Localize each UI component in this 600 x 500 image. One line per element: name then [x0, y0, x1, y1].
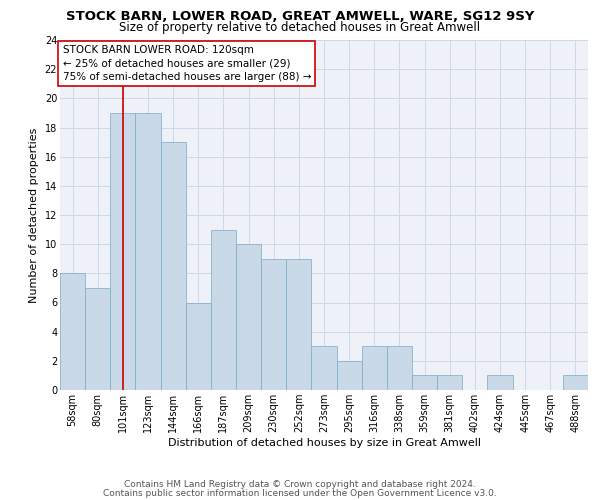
Bar	[563, 376, 588, 390]
Text: Contains public sector information licensed under the Open Government Licence v3: Contains public sector information licen…	[103, 488, 497, 498]
Bar	[261, 259, 286, 390]
Bar	[211, 230, 236, 390]
Bar	[186, 302, 211, 390]
Bar	[85, 288, 110, 390]
Text: Size of property relative to detached houses in Great Amwell: Size of property relative to detached ho…	[119, 21, 481, 34]
Bar	[487, 376, 512, 390]
Bar	[60, 274, 85, 390]
Text: Contains HM Land Registry data © Crown copyright and database right 2024.: Contains HM Land Registry data © Crown c…	[124, 480, 476, 489]
Text: STOCK BARN LOWER ROAD: 120sqm
← 25% of detached houses are smaller (29)
75% of s: STOCK BARN LOWER ROAD: 120sqm ← 25% of d…	[62, 46, 311, 82]
Bar	[110, 113, 136, 390]
Text: STOCK BARN, LOWER ROAD, GREAT AMWELL, WARE, SG12 9SY: STOCK BARN, LOWER ROAD, GREAT AMWELL, WA…	[66, 10, 534, 23]
Bar	[362, 346, 387, 390]
Bar	[311, 346, 337, 390]
Bar	[387, 346, 412, 390]
X-axis label: Distribution of detached houses by size in Great Amwell: Distribution of detached houses by size …	[167, 438, 481, 448]
Y-axis label: Number of detached properties: Number of detached properties	[29, 128, 39, 302]
Bar	[337, 361, 362, 390]
Bar	[136, 113, 161, 390]
Bar	[161, 142, 186, 390]
Bar	[412, 376, 437, 390]
Bar	[437, 376, 462, 390]
Bar	[236, 244, 261, 390]
Bar	[286, 259, 311, 390]
